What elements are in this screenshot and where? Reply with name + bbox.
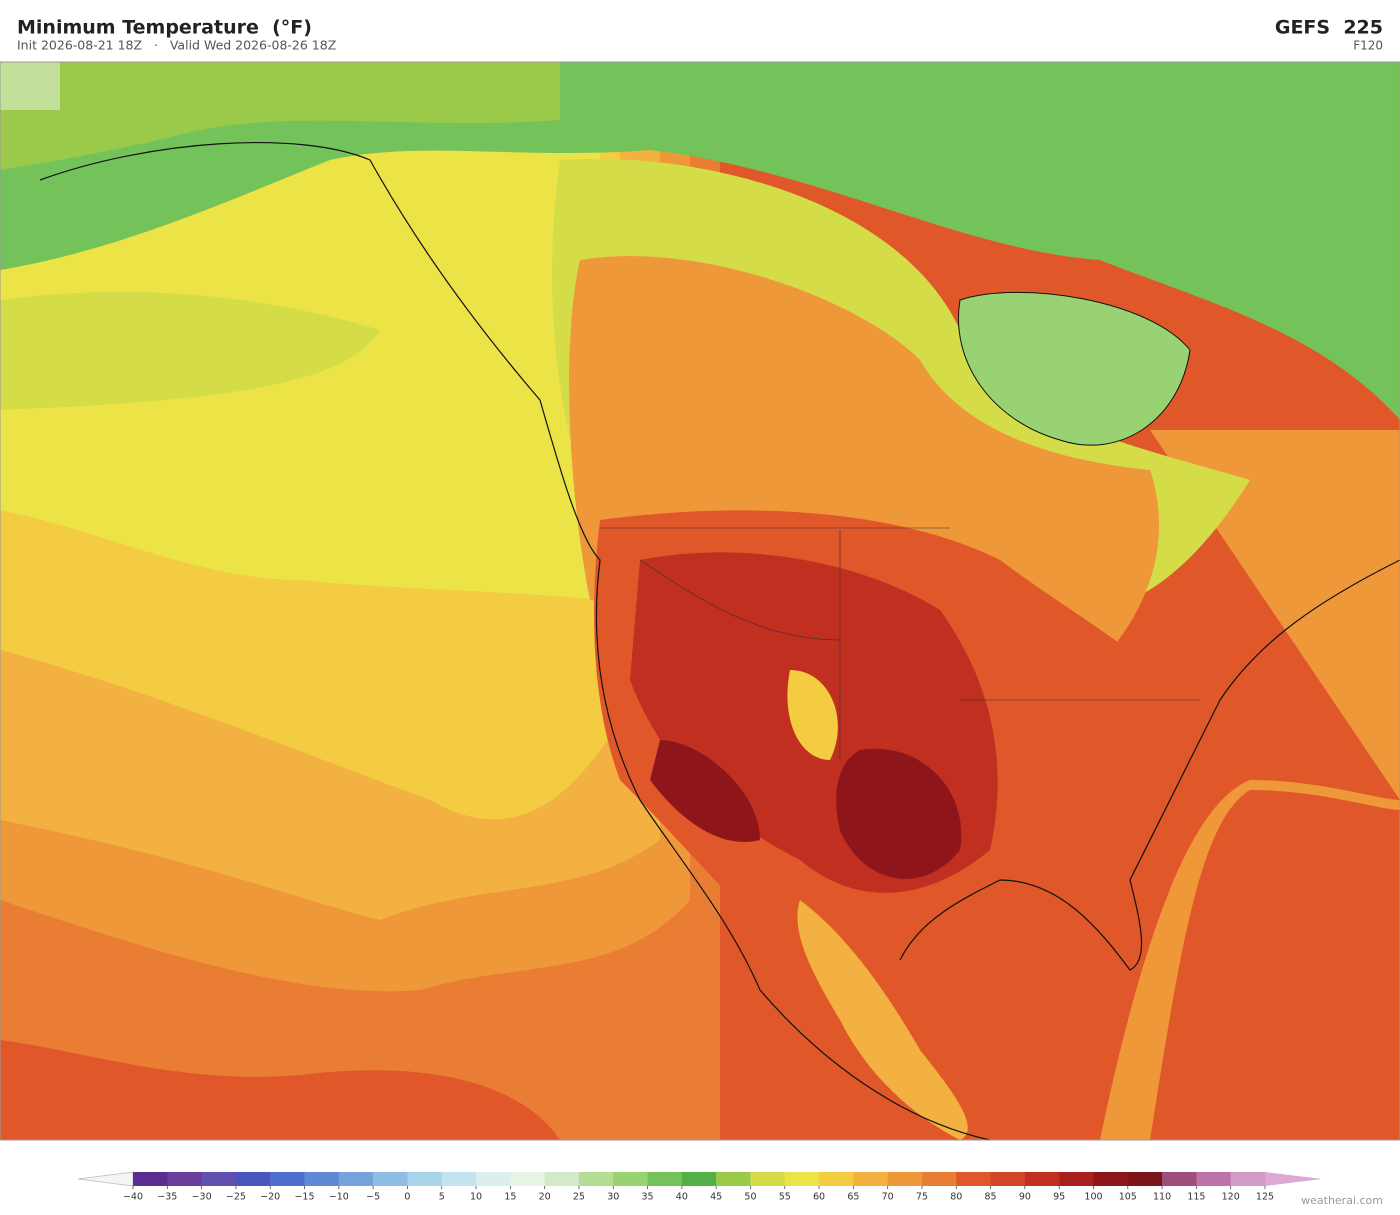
colorbar-tick-label: 25 [573, 1192, 585, 1203]
colorbar-bin [1024, 1172, 1060, 1186]
colorbar-tick-label: 90 [1019, 1192, 1031, 1203]
coastline [958, 291, 1191, 446]
colorbar-tick-label: −20 [260, 1192, 280, 1203]
colorbar-bin [476, 1172, 511, 1186]
colorbar-tick-label: 40 [676, 1192, 688, 1203]
colorbar-tick-label: −10 [329, 1192, 349, 1203]
colorbar-bin [544, 1172, 580, 1186]
colorbar-tick-label: 30 [607, 1192, 619, 1203]
colorbar-over [1265, 1172, 1322, 1186]
colorbar-tick-label: 5 [439, 1192, 445, 1203]
colorbar-tick-label: 35 [641, 1192, 653, 1203]
colorbar-bin [373, 1172, 408, 1186]
subtitle: Init 2026-08-21 18Z · Valid Wed 2026-08-… [17, 38, 336, 53]
colorbar-tick-label: −15 [294, 1192, 314, 1203]
colorbar-tick-label: 50 [744, 1192, 756, 1203]
field [787, 670, 838, 760]
colorbar-tick-label: 55 [779, 1192, 791, 1203]
colorbar-bin [235, 1172, 271, 1186]
colorbar-tick-label: 10 [470, 1192, 482, 1203]
colorbar-tick-label: 125 [1256, 1192, 1274, 1203]
map [0, 61, 1400, 1141]
border [600, 527, 1200, 760]
colorbar-tick-label: −30 [192, 1192, 212, 1203]
colorbar-tick-label: 110 [1153, 1192, 1171, 1203]
colorbar-tick-label: −35 [157, 1192, 177, 1203]
colorbar-tick-label: 100 [1084, 1192, 1102, 1203]
colorbar-bin [304, 1172, 340, 1186]
colorbar-tick-label: 70 [882, 1192, 894, 1203]
forecast-hour: F120 [1353, 39, 1383, 53]
colorbar-bin [1093, 1172, 1129, 1186]
field [0, 62, 560, 170]
colorbar-bin [613, 1172, 648, 1186]
colorbar-tick-label: 45 [710, 1192, 722, 1203]
colorbar-bin [441, 1172, 477, 1186]
field [797, 900, 968, 1140]
colorbar-tick-label: −40 [123, 1192, 143, 1203]
colorbar-tick-label: 15 [504, 1192, 516, 1203]
colorbar-bin [133, 1172, 168, 1186]
colorbar-bin [270, 1172, 305, 1186]
colorbar-bin [1196, 1172, 1231, 1186]
colorbar-bin [201, 1172, 237, 1186]
colorbar-bin [853, 1172, 888, 1186]
field [958, 292, 1190, 446]
colorbar-bin [990, 1172, 1026, 1186]
coastline [899, 559, 1400, 971]
colorbar-bin [647, 1172, 683, 1186]
colorbar-bin [1230, 1172, 1266, 1186]
coastline [39, 142, 991, 1140]
field [0, 62, 1400, 420]
colorbar-bin [921, 1172, 957, 1186]
colorbar-tick-label: 0 [404, 1192, 410, 1203]
colorbar-bin [716, 1172, 751, 1186]
colorbar-tick-label: 85 [985, 1192, 997, 1203]
colorbar-bin [1127, 1172, 1163, 1186]
colorbar-bin [407, 1172, 443, 1186]
colorbar-bin [1059, 1172, 1094, 1186]
field [650, 740, 760, 842]
colorbar-tick-label: −5 [366, 1192, 380, 1203]
colorbar-tick-label: 95 [1053, 1192, 1065, 1203]
map-frame [0, 61, 1400, 1141]
credit: weatherai.com [1301, 1194, 1383, 1207]
field [836, 748, 962, 879]
colorbar-bin [750, 1172, 786, 1186]
colorbar-bin [1162, 1172, 1197, 1186]
colorbar-bin [956, 1172, 991, 1186]
colorbar-tick-label: 80 [950, 1192, 962, 1203]
colorbar-bin [338, 1172, 374, 1186]
colorbar: −40 −35 −30 −25 −20 −15 −10 −5 0 5 10 15 20 25 30 35 40 4… [77, 1171, 1322, 1203]
colorbar-bin [887, 1172, 923, 1186]
field [0, 291, 380, 410]
colorbar-bin [167, 1172, 202, 1186]
colorbar-tick-label: −25 [226, 1192, 246, 1203]
colorbar-tick-label: 65 [847, 1192, 859, 1203]
colorbar-bin [578, 1172, 614, 1186]
field [1150, 790, 1400, 1140]
title: Minimum Temperature (°F) [17, 17, 312, 39]
colorbar-bin [784, 1172, 820, 1186]
colorbar-tick-label: 20 [539, 1192, 551, 1203]
colorbar-tick-label: 120 [1222, 1192, 1240, 1203]
model: GEFS 225 [1275, 17, 1383, 39]
field [0, 62, 60, 110]
colorbar-bin [510, 1172, 545, 1186]
colorbar-tick-label: 60 [813, 1192, 825, 1203]
colorbar-bin [819, 1172, 854, 1186]
colorbar-tick-label: 105 [1119, 1192, 1137, 1203]
colorbar-bin [681, 1172, 717, 1186]
colorbar-tick-label: 115 [1187, 1192, 1205, 1203]
colorbar-tick-label: 75 [916, 1192, 928, 1203]
